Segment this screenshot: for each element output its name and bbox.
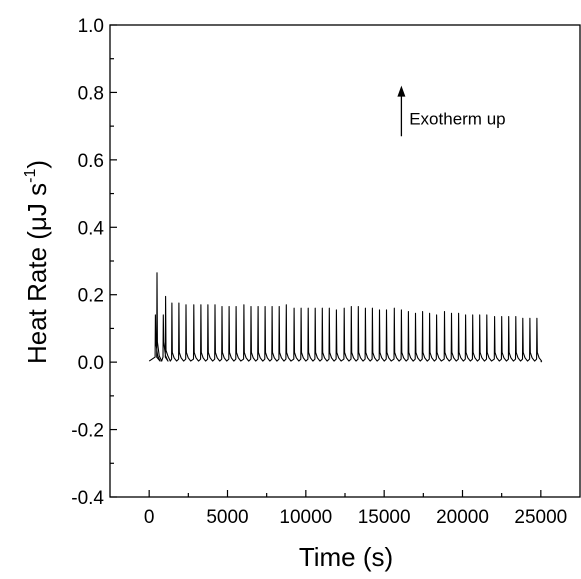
- exotherm-label: Exotherm up: [409, 109, 505, 128]
- y-tick-label: 0.2: [78, 286, 104, 307]
- heat-rate-trace: [148, 272, 543, 363]
- exotherm-annotation: Exotherm up: [397, 85, 506, 137]
- x-tick-label: 20000: [436, 507, 489, 528]
- y-tick-label: -0.2: [71, 421, 104, 442]
- y-axis-title-sup: -1: [22, 169, 39, 183]
- y-tick-label: 1.0: [78, 16, 104, 37]
- x-tick-label: 0: [144, 507, 155, 528]
- plot-frame: [109, 24, 581, 498]
- y-tick-label: 0.0: [78, 353, 104, 374]
- x-tick-label: 10000: [279, 507, 332, 528]
- x-tick-label: 25000: [514, 507, 567, 528]
- x-tick-label: 15000: [358, 507, 411, 528]
- data-layer: [148, 272, 543, 363]
- plot-area: [109, 24, 581, 498]
- x-tick-label: 5000: [206, 507, 248, 528]
- y-axis-title-close: ): [22, 160, 52, 169]
- y-tick-label: 0.8: [78, 83, 104, 104]
- x-axis-ticks: 0 5000 10000 15000 20000 25000: [144, 490, 567, 528]
- y-axis-title: Heat Rate (μJ s-1): [22, 160, 52, 364]
- x-axis-title: Time (s): [299, 542, 393, 572]
- exotherm-arrowhead: [397, 85, 406, 97]
- y-axis-ticks: -0.4 -0.2 0.0 0.2 0.4 0.6 0.8 1.0: [71, 16, 117, 509]
- y-tick-label: -0.4: [71, 488, 104, 509]
- y-axis-title-main: Heat Rate (μJ s: [22, 183, 52, 364]
- y-tick-label: 0.4: [78, 218, 105, 239]
- y-tick-label: 0.6: [78, 151, 104, 172]
